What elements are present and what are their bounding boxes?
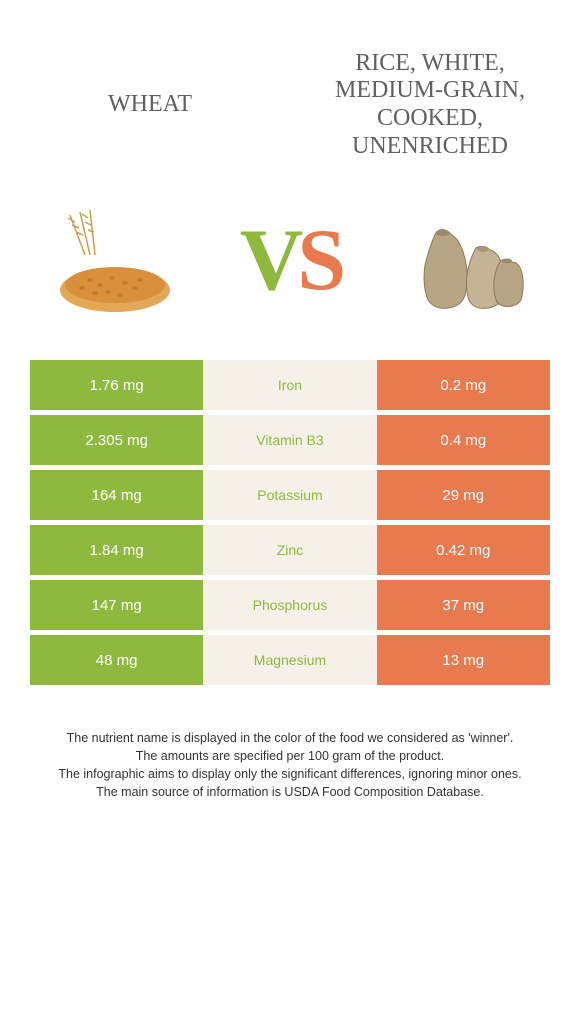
table-row: 164 mg Potassium 29 mg <box>30 470 550 520</box>
nutrient-name: Zinc <box>203 525 376 575</box>
rice-bags-icon <box>390 200 540 320</box>
left-value: 2.305 mg <box>30 415 203 465</box>
nutrient-name: Magnesium <box>203 635 376 685</box>
right-value: 13 mg <box>377 635 550 685</box>
rice-image <box>390 200 540 320</box>
footer-notes: The nutrient name is displayed in the co… <box>10 730 570 801</box>
images-row: VS <box>10 200 570 320</box>
left-value: 48 mg <box>30 635 203 685</box>
wheat-image <box>40 200 190 320</box>
right-food-title: Rice, white, medium-grain, cooked, unenr… <box>330 50 530 160</box>
vs-s: S <box>297 212 340 309</box>
nutrient-table: 1.76 mg Iron 0.2 mg 2.305 mg Vitamin B3 … <box>10 360 570 685</box>
table-row: 48 mg Magnesium 13 mg <box>30 635 550 685</box>
left-value: 164 mg <box>30 470 203 520</box>
vs-label: VS <box>240 210 341 311</box>
footer-line: The main source of information is USDA F… <box>30 784 550 801</box>
nutrient-name: Phosphorus <box>203 580 376 630</box>
left-value: 1.76 mg <box>30 360 203 410</box>
footer-line: The nutrient name is displayed in the co… <box>30 730 550 747</box>
table-row: 1.76 mg Iron 0.2 mg <box>30 360 550 410</box>
wheat-icon <box>40 200 190 320</box>
left-food-title: Wheat <box>50 91 250 119</box>
vs-v: V <box>240 212 298 309</box>
right-value: 0.2 mg <box>377 360 550 410</box>
right-value: 0.42 mg <box>377 525 550 575</box>
nutrient-name: Vitamin B3 <box>203 415 376 465</box>
left-value: 147 mg <box>30 580 203 630</box>
right-value: 29 mg <box>377 470 550 520</box>
right-value: 37 mg <box>377 580 550 630</box>
table-row: 2.305 mg Vitamin B3 0.4 mg <box>30 415 550 465</box>
table-row: 1.84 mg Zinc 0.42 mg <box>30 525 550 575</box>
left-value: 1.84 mg <box>30 525 203 575</box>
nutrient-name: Potassium <box>203 470 376 520</box>
nutrient-name: Iron <box>203 360 376 410</box>
table-row: 147 mg Phosphorus 37 mg <box>30 580 550 630</box>
footer-line: The amounts are specified per 100 gram o… <box>30 748 550 765</box>
right-value: 0.4 mg <box>377 415 550 465</box>
header: Wheat Rice, white, medium-grain, cooked,… <box>10 20 570 190</box>
footer-line: The infographic aims to display only the… <box>30 766 550 783</box>
